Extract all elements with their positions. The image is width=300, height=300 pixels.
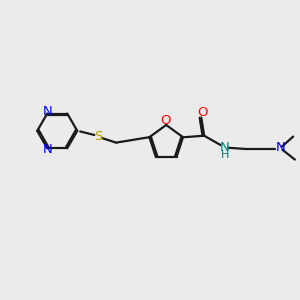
Text: O: O bbox=[160, 114, 170, 127]
Text: S: S bbox=[94, 130, 102, 143]
Text: N: N bbox=[275, 141, 285, 154]
Text: O: O bbox=[197, 106, 208, 119]
Text: N: N bbox=[42, 105, 52, 118]
Text: N: N bbox=[42, 143, 52, 156]
Text: H: H bbox=[220, 150, 229, 160]
Text: N: N bbox=[219, 141, 229, 154]
